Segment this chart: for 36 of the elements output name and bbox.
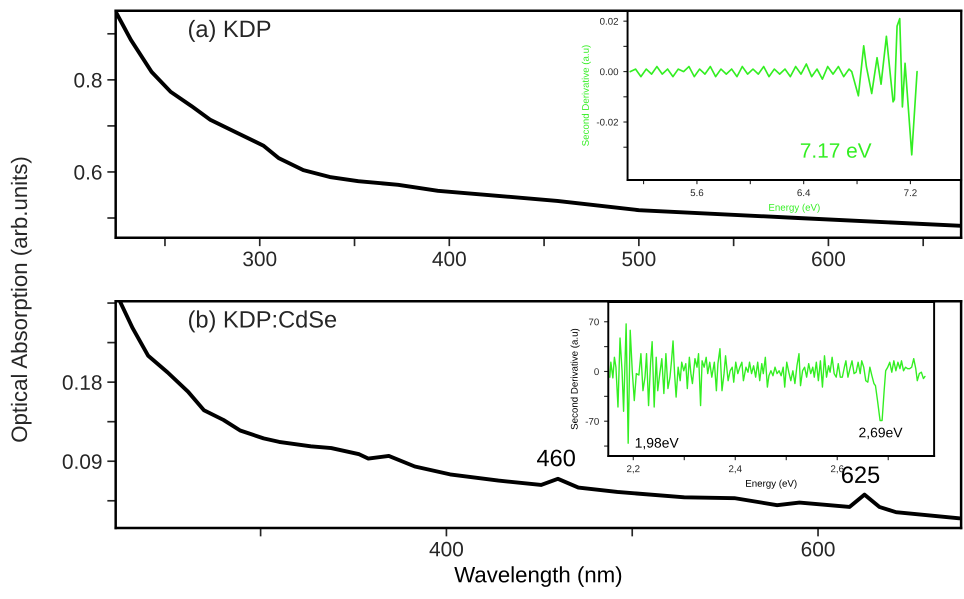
x-tick-label: 400	[432, 252, 466, 266]
y-tick-label: -0.02	[596, 118, 618, 126]
chart-title: (a) KDP	[189, 20, 270, 42]
annotation: 625	[842, 466, 880, 484]
y-tick-label: 0	[594, 368, 599, 376]
x-tick-label: 5.6	[690, 189, 704, 196]
y-axis-title: Second Derivative (a.u)	[582, 45, 591, 146]
y-tick-label: 0.09	[62, 454, 102, 469]
x-tick-label: 600	[812, 252, 845, 266]
y-tick-label: 0.8	[74, 72, 102, 88]
y-axis-title: Second Derivative (a.u)	[570, 328, 580, 430]
x-tick-label: 600	[802, 542, 835, 557]
x-axis-title: Energy (eV)	[769, 204, 820, 213]
x-tick-label: 6.4	[797, 189, 810, 196]
chart-title: (b) KDP:CdSe	[189, 310, 336, 332]
y-tick-label: -70	[586, 418, 599, 425]
annotation: 2,69eV	[859, 428, 902, 440]
line-series	[629, 18, 918, 156]
x-axis-title: Wavelength (nm)	[454, 566, 622, 587]
x-tick-label: 2,6	[830, 465, 844, 474]
x-tick-label: 300	[243, 252, 276, 266]
x-tick-label: 500	[622, 252, 656, 266]
annotation: 1,98eV	[636, 438, 679, 450]
annotation: 7.17 eV	[800, 143, 872, 158]
y-tick-label: 0.00	[600, 68, 618, 76]
x-tick-label: 2,2	[627, 465, 640, 474]
x-axis-title: Energy (eV)	[746, 480, 797, 489]
x-tick-label: 400	[430, 542, 463, 557]
y-tick-label: 70	[588, 318, 599, 326]
annotation: 460	[536, 450, 575, 466]
y-tick-label: 0.18	[62, 375, 102, 390]
y-tick-label: 0.02	[600, 18, 618, 25]
x-tick-label: 2,4	[728, 465, 742, 474]
y-tick-label: 0.6	[74, 164, 102, 180]
y-axis-title: Optical Absorption (arb.units)	[10, 158, 32, 442]
x-tick-label: 7.2	[904, 189, 917, 196]
